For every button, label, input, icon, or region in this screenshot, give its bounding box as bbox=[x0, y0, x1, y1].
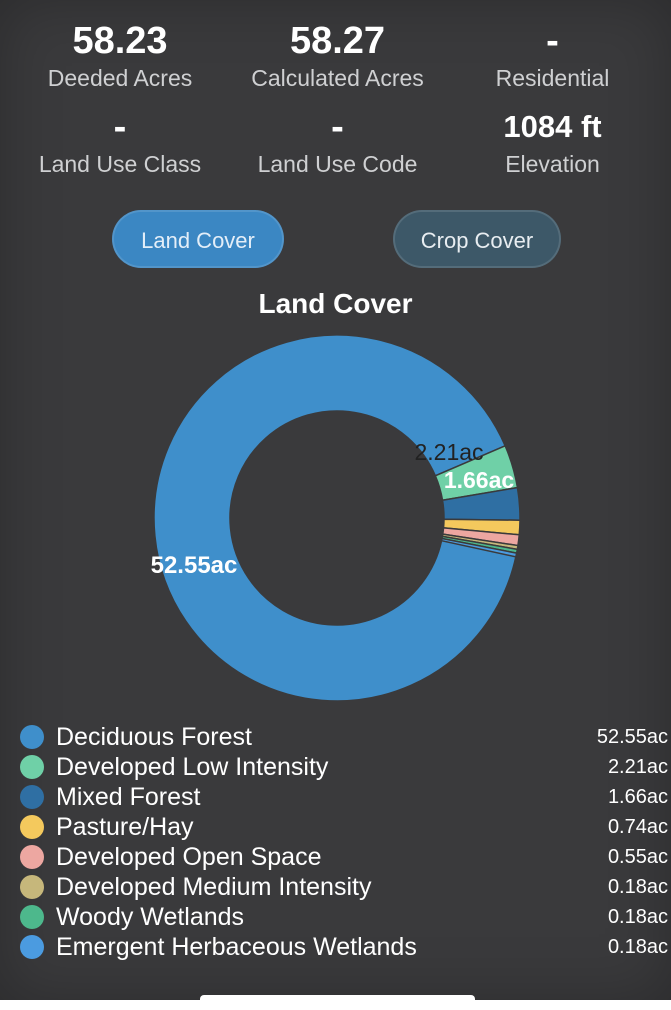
legend-value: 0.18ac bbox=[607, 906, 668, 928]
calculated-acres-label: Calculated Acres bbox=[251, 65, 424, 91]
legend-label: Emergent Herbaceous Wetlands bbox=[56, 933, 417, 961]
legend-value: 2.21ac bbox=[607, 756, 668, 778]
legend-label: Developed Open Space bbox=[56, 843, 322, 871]
legend-value: 52.55ac bbox=[596, 726, 668, 748]
slice-label-deciduous-forest: 52.55ac bbox=[151, 552, 238, 579]
legend-swatch bbox=[20, 845, 44, 869]
legend-label: Pasture/Hay bbox=[56, 813, 194, 841]
legend-item-pasture-hay[interactable]: Pasture/Hay 0.74ac bbox=[20, 812, 668, 842]
land-use-code-label: Land Use Code bbox=[257, 151, 418, 177]
legend-item-emergent-herbaceous-wetlands[interactable]: Emergent Herbaceous Wetlands 0.18ac bbox=[20, 932, 668, 962]
legend-item-developed-low-intensity[interactable]: Developed Low Intensity 2.21ac bbox=[20, 752, 668, 782]
legend-label: Developed Medium Intensity bbox=[56, 873, 372, 901]
legend-value: 0.18ac bbox=[607, 876, 668, 898]
legend-swatch bbox=[20, 875, 44, 899]
legend-swatch bbox=[20, 905, 44, 929]
deeded-acres-value: 58.23 bbox=[72, 20, 168, 62]
parcel-stats-grid: 58.23 Deeded Acres 58.27 Calculated Acre… bbox=[20, 18, 650, 178]
slice-label-mixed-forest: 1.66ac bbox=[444, 467, 515, 493]
elevation-value: 1084 ft bbox=[503, 109, 602, 144]
land-cover-toggle-button[interactable]: Land Cover bbox=[112, 210, 284, 268]
legend-label: Woody Wetlands bbox=[56, 903, 245, 931]
donut-slice-deciduous-forest[interactable] bbox=[153, 334, 517, 702]
land-use-class-label: Land Use Class bbox=[38, 151, 202, 177]
elevation-label: Elevation bbox=[505, 151, 600, 177]
land-cover-legend: Deciduous Forest 52.55ac Developed Low I… bbox=[20, 722, 668, 962]
land-use-code-stat: - Land Use Code bbox=[220, 104, 455, 178]
calculated-acres-stat: 58.27 Calculated Acres bbox=[220, 18, 455, 92]
deeded-acres-stat: 58.23 Deeded Acres bbox=[20, 18, 220, 92]
legend-value: 0.74ac bbox=[607, 816, 668, 838]
legend-swatch bbox=[20, 935, 44, 959]
legend-label: Mixed Forest bbox=[56, 783, 201, 811]
legend-swatch bbox=[20, 755, 44, 779]
legend-swatch bbox=[20, 785, 44, 809]
crop-cover-toggle-button[interactable]: Crop Cover bbox=[393, 210, 561, 268]
legend-item-developed-open-space[interactable]: Developed Open Space 0.55ac bbox=[20, 842, 668, 872]
residential-value: - bbox=[546, 20, 559, 62]
home-indicator-bar bbox=[200, 995, 475, 1007]
legend-label: Developed Low Intensity bbox=[56, 753, 329, 781]
land-use-class-value: - bbox=[113, 106, 127, 148]
slice-label-developed-low-intensity: 2.21ac bbox=[414, 439, 483, 465]
legend-swatch bbox=[20, 815, 44, 839]
legend-value: 1.66ac bbox=[607, 786, 668, 808]
legend-item-woody-wetlands[interactable]: Woody Wetlands 0.18ac bbox=[20, 902, 668, 932]
residential-label: Residential bbox=[495, 65, 610, 91]
legend-value: 0.18ac bbox=[607, 936, 668, 958]
chart-title: Land Cover bbox=[258, 288, 413, 319]
legend-item-deciduous-forest[interactable]: Deciduous Forest 52.55ac bbox=[20, 722, 668, 752]
calculated-acres-value: 58.27 bbox=[289, 20, 386, 62]
elevation-stat: 1084 ft Elevation bbox=[455, 104, 650, 178]
residential-stat: - Residential bbox=[455, 18, 650, 92]
land-use-code-value: - bbox=[331, 106, 344, 148]
legend-item-mixed-forest[interactable]: Mixed Forest 1.66ac bbox=[20, 782, 668, 812]
land-use-class-stat: - Land Use Class bbox=[20, 104, 220, 178]
legend-label: Deciduous Forest bbox=[56, 723, 252, 751]
deeded-acres-label: Deeded Acres bbox=[47, 65, 193, 91]
donut-slice-emergent-herbaceous-wetlands[interactable] bbox=[440, 537, 518, 558]
legend-item-developed-medium-intensity[interactable]: Developed Medium Intensity 0.18ac bbox=[20, 872, 668, 902]
legend-swatch bbox=[20, 725, 44, 749]
legend-value: 0.55ac bbox=[607, 846, 668, 868]
